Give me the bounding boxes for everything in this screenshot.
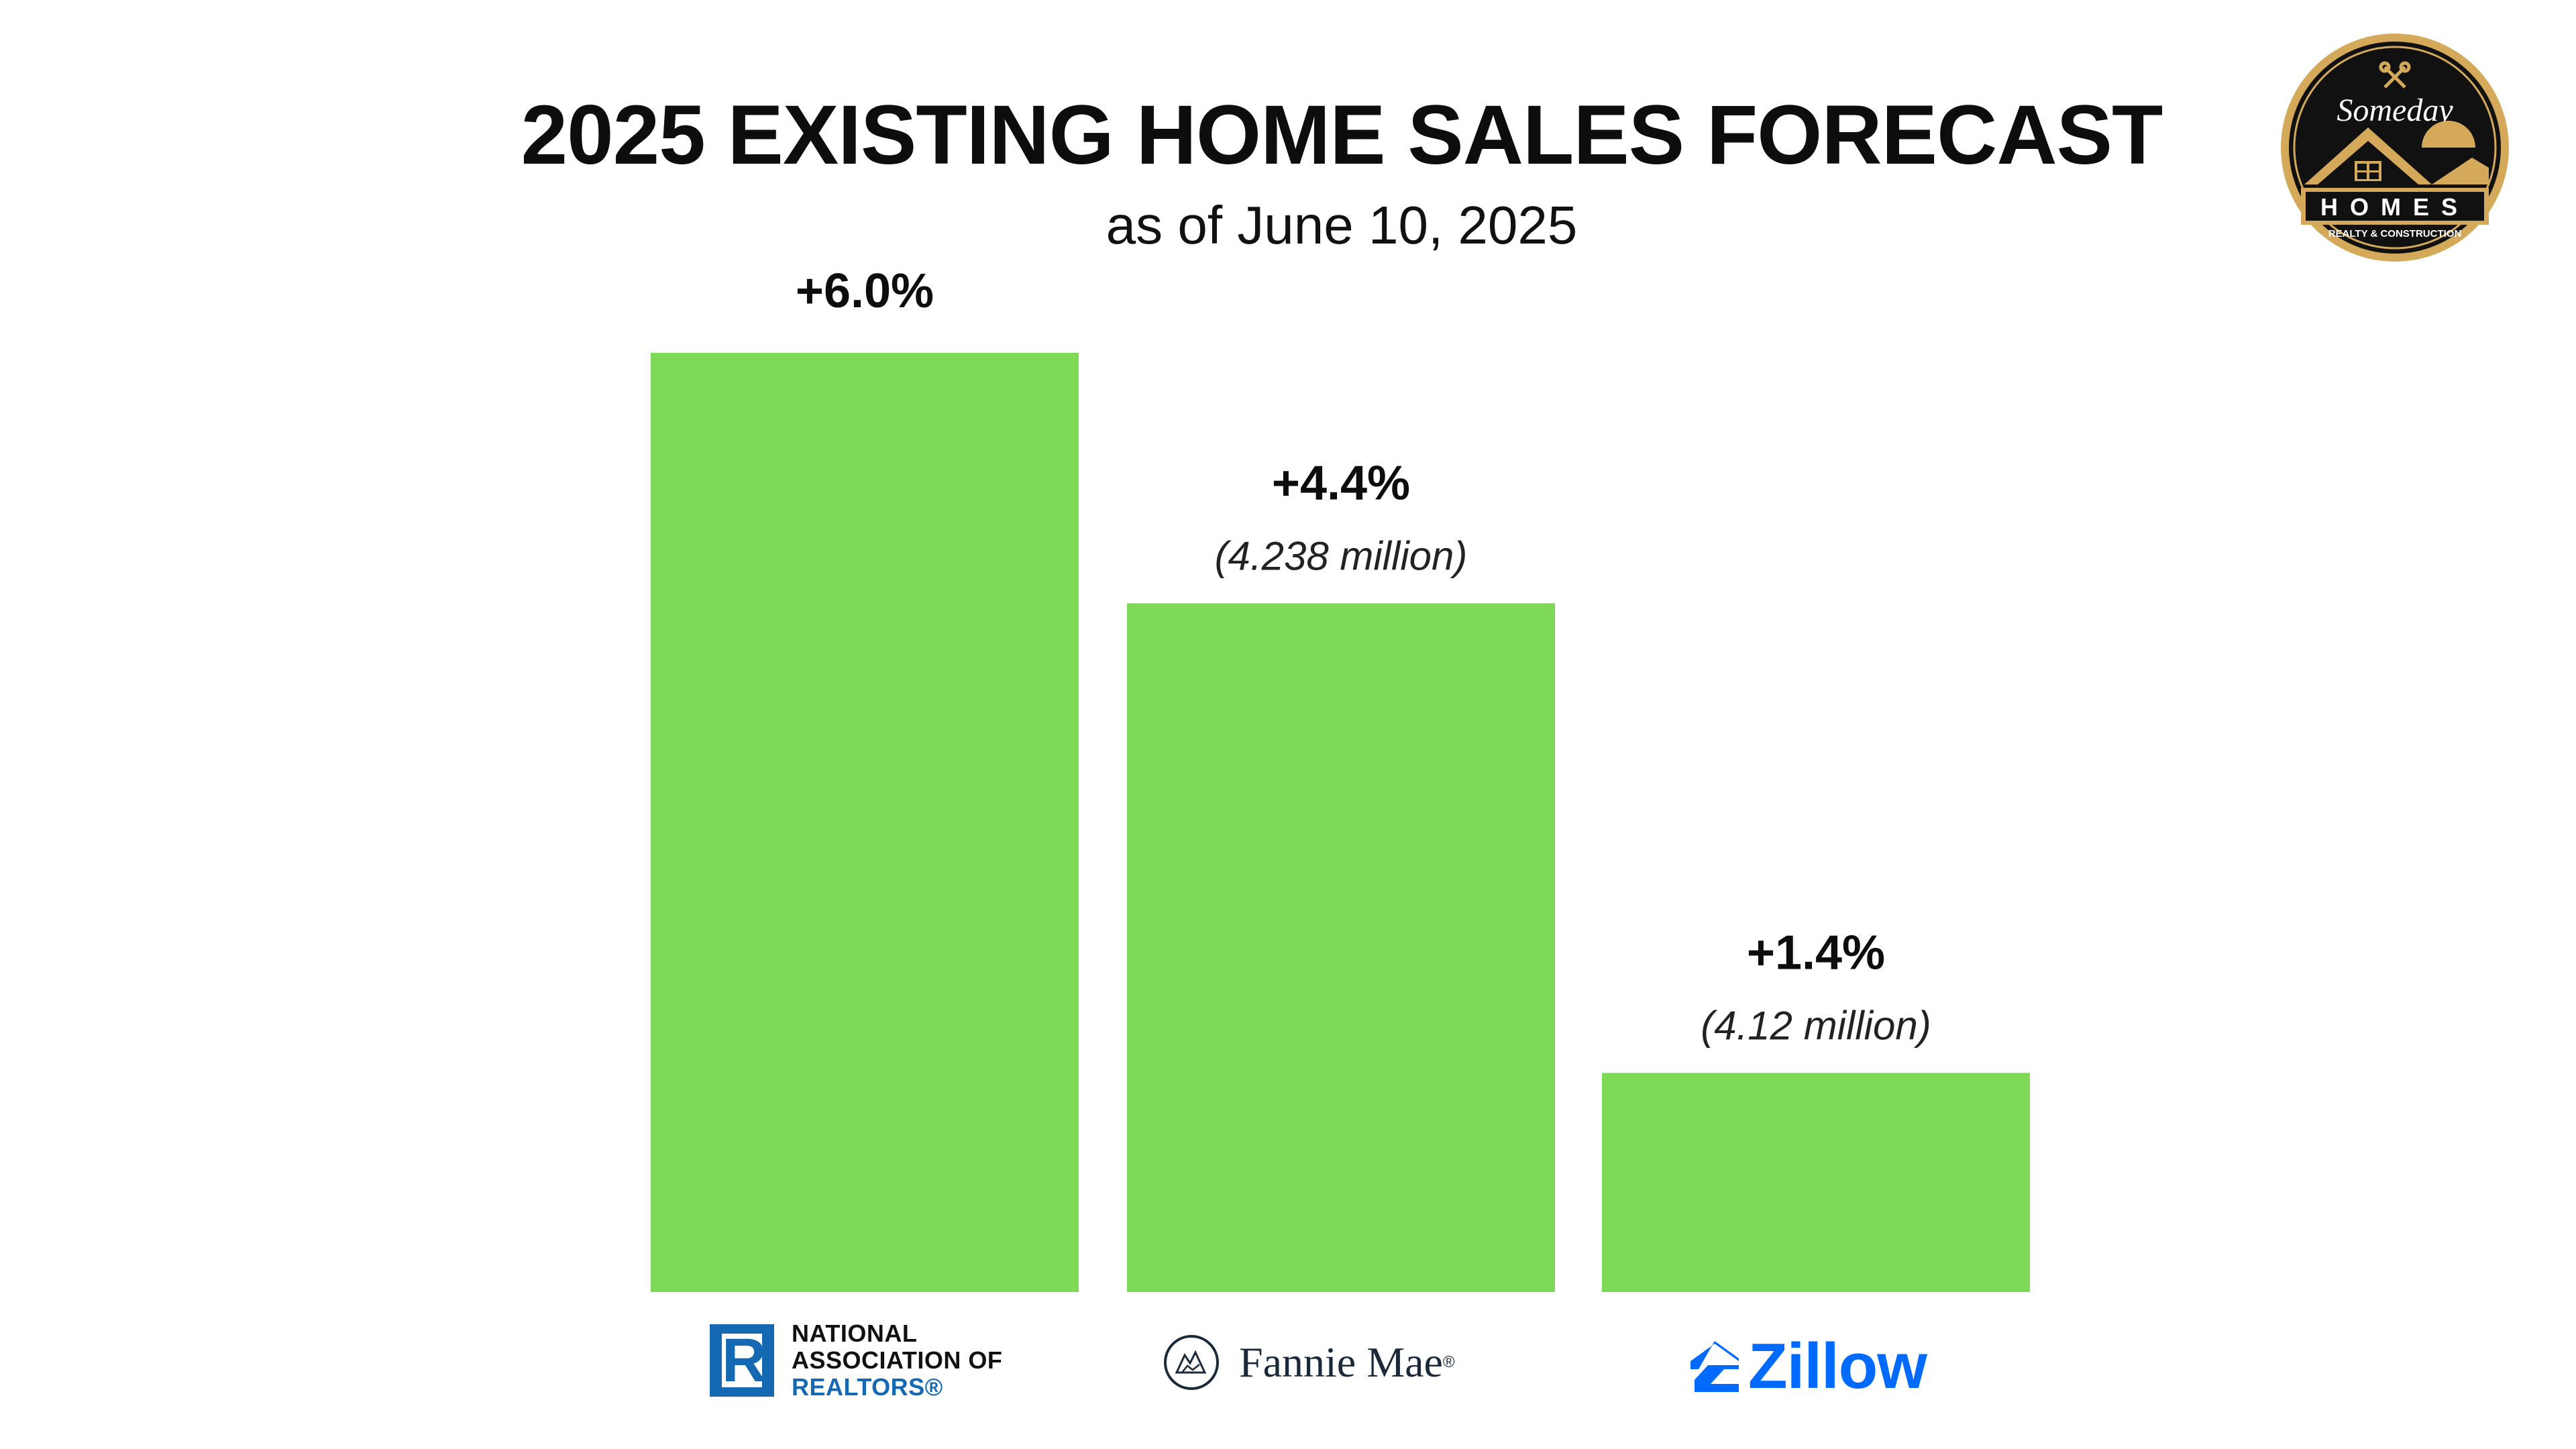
fannie-mae-trademark: ® [1442, 1353, 1455, 1371]
nar-line-1: NATIONAL [792, 1320, 918, 1347]
keys-icon [2379, 61, 2411, 89]
bar-value-label-1: +6.0% [796, 264, 934, 318]
nar-logo: R NATIONAL ASSOCIATION OF REALTORS® [710, 1320, 1002, 1401]
zillow-z-icon [1690, 1341, 1739, 1392]
chart-title: 2025 EXISTING HOME SALES FORECAST [521, 89, 2163, 182]
homes-text: HOMES [2320, 193, 2469, 221]
sun-icon [2422, 121, 2475, 148]
realtor-r-icon: R [710, 1324, 774, 1397]
someday-script-text: Someday [2337, 93, 2453, 128]
fannie-mae-wordmark: Fannie Mae [1239, 1338, 1443, 1386]
nar-line-2: ASSOCIATION OF [792, 1346, 1003, 1374]
someday-homes-logo: Someday HOMES REALTY & CONSTRUCTION [2281, 34, 2509, 262]
fannie-mae-emblem-icon [1164, 1335, 1219, 1390]
zillow-wordmark: Zillow [1748, 1330, 1927, 1402]
fannie-mae-logo: Fannie Mae ® [1164, 1335, 1455, 1390]
bar-value-label-3: +1.4% [1747, 926, 1885, 979]
zillow-logo: Zillow [1688, 1330, 1927, 1403]
bar-sub-label-3: (4.12 million) [1701, 1003, 1931, 1048]
bar-3 [1602, 1073, 2030, 1292]
nar-line-3: REALTORS® [792, 1373, 943, 1401]
chart-subtitle: as of June 10, 2025 [1106, 195, 1578, 255]
bar-sub-label-2: (4.238 million) [1215, 533, 1468, 578]
bar-2 [1127, 603, 1555, 1293]
bar-value-label-2: +4.4% [1272, 456, 1410, 510]
tagline-text: REALTY & CONSTRUCTION [2328, 228, 2462, 239]
house-icon [2304, 127, 2489, 184]
nar-logo-text: NATIONAL ASSOCIATION OF REALTORS® [792, 1320, 1002, 1401]
bar-1 [651, 353, 1079, 1292]
